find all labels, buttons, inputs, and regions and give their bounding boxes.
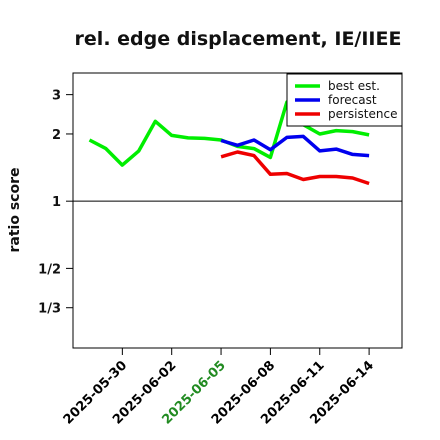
y-tick-label: 1 [52, 195, 61, 210]
x-axis: 2025-05-302025-06-022025-06-052025-06-08… [61, 348, 377, 428]
y-tick-label: 2 [52, 128, 61, 143]
y-axis-label: ratio score [7, 168, 23, 253]
y-tick-label: 3 [52, 89, 61, 104]
plot-frame [72, 72, 403, 349]
chart-title: rel. edge displacement, IE/IIEE [75, 28, 402, 50]
series-group [88, 100, 370, 186]
legend-label: best est. [328, 79, 380, 93]
y-tick-label: 1/2 [38, 262, 61, 277]
legend-label: forecast [328, 93, 377, 107]
legend-label: persistence [328, 107, 397, 121]
y-tick-label: 1/3 [38, 302, 61, 317]
y-axis: 1/3 1/2 1 2 3 [38, 89, 73, 317]
series-line-forecast [220, 134, 370, 158]
series-line-persistence [220, 150, 370, 186]
